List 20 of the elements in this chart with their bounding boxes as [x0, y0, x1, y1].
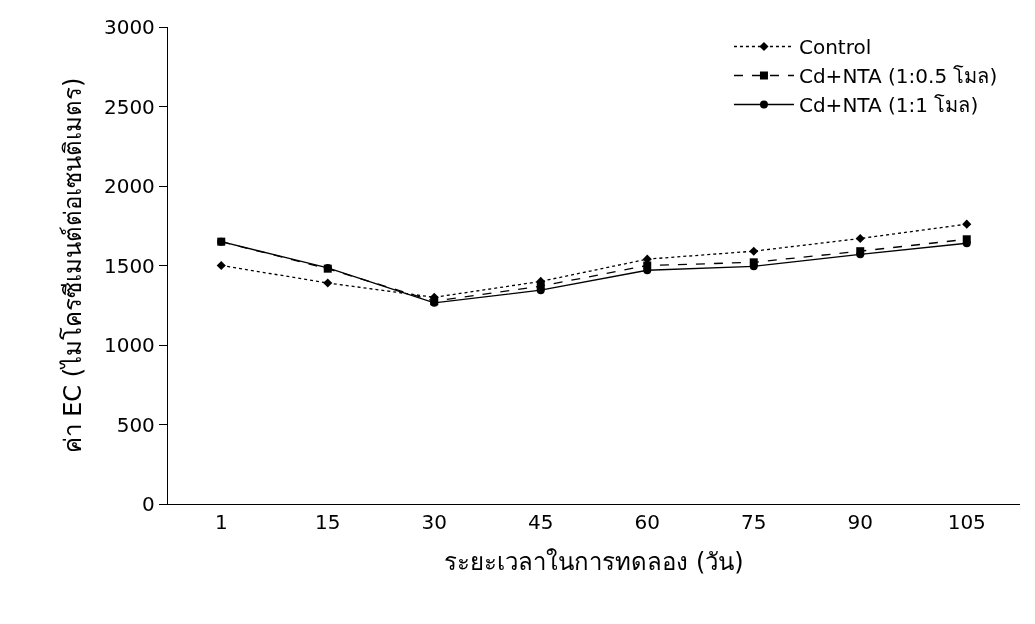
x-axis-title: ระยะเวลาในการทดลอง (วัน): [444, 548, 744, 577]
x-tick-label: 105: [947, 510, 986, 535]
x-tick-label: 90: [847, 510, 873, 535]
y-tick-label: 2000: [103, 174, 155, 198]
x-tick-label: 15: [315, 510, 341, 535]
y-tick-label: 1500: [103, 253, 155, 278]
y-axis-title: ค่า EC (ไมโครซีเมนต์ต่อเซนติเมตร): [59, 77, 88, 454]
legend-label: Cd+NTA (1:1 โมล): [798, 93, 979, 118]
x-tick-label: 30: [421, 510, 447, 535]
x-tick-label: 45: [528, 510, 554, 535]
y-tick-label: 0: [142, 492, 155, 516]
y-tick-label: 3000: [103, 15, 155, 39]
y-tick-label: 2500: [103, 94, 155, 119]
x-tick-label: 75: [741, 510, 767, 535]
legend-label: Control: [798, 35, 872, 60]
legend-label: Cd+NTA (1:0.5 โมล): [798, 64, 998, 89]
y-tick-label: 500: [116, 412, 155, 437]
x-tick-label: 60: [634, 510, 660, 535]
x-tick-label: 1: [214, 510, 228, 535]
y-tick-label: 1000: [103, 333, 155, 357]
